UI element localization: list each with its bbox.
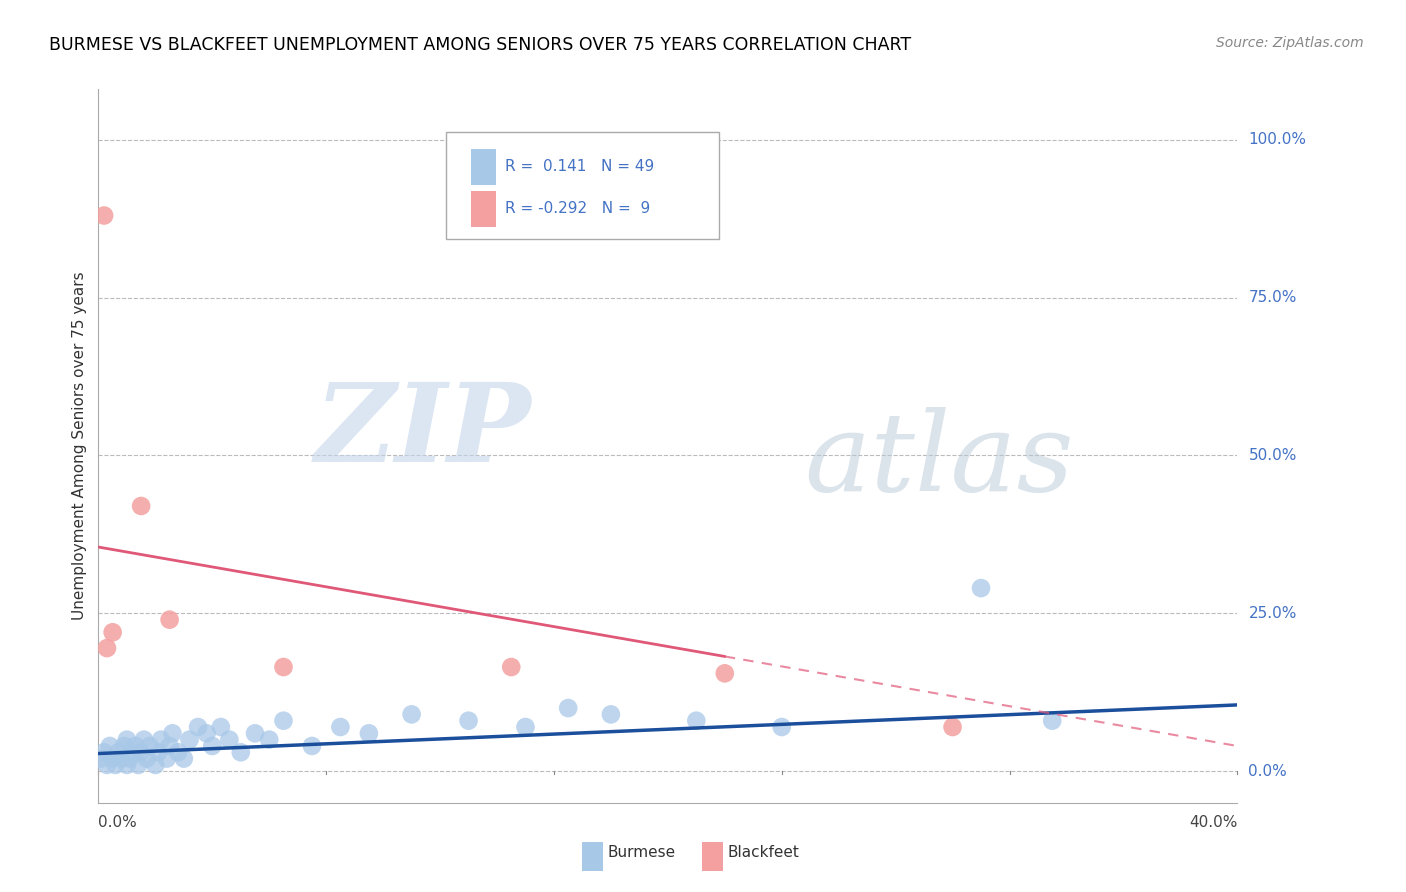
- Point: [187, 720, 209, 734]
- Point: [93, 209, 115, 223]
- FancyBboxPatch shape: [471, 191, 496, 227]
- Point: [93, 745, 115, 759]
- FancyBboxPatch shape: [446, 132, 718, 239]
- Point: [96, 641, 118, 656]
- Text: R =  0.141   N = 49: R = 0.141 N = 49: [505, 160, 654, 175]
- Point: [273, 660, 295, 674]
- FancyBboxPatch shape: [471, 149, 496, 185]
- Point: [209, 720, 232, 734]
- Point: [357, 726, 380, 740]
- Text: Burmese: Burmese: [607, 846, 676, 860]
- Point: [101, 751, 124, 765]
- Point: [135, 751, 157, 765]
- Point: [600, 707, 623, 722]
- Y-axis label: Unemployment Among Seniors over 75 years: Unemployment Among Seniors over 75 years: [72, 272, 87, 620]
- Text: BURMESE VS BLACKFEET UNEMPLOYMENT AMONG SENIORS OVER 75 YEARS CORRELATION CHART: BURMESE VS BLACKFEET UNEMPLOYMENT AMONG …: [49, 36, 911, 54]
- FancyBboxPatch shape: [582, 842, 603, 871]
- Point: [273, 714, 295, 728]
- Point: [101, 625, 124, 640]
- Point: [218, 732, 240, 747]
- Text: R = -0.292   N =  9: R = -0.292 N = 9: [505, 202, 650, 216]
- Point: [259, 732, 281, 747]
- Point: [98, 739, 121, 753]
- Point: [162, 726, 184, 740]
- Point: [401, 707, 423, 722]
- Point: [457, 714, 479, 728]
- Point: [173, 751, 195, 765]
- Point: [115, 758, 138, 772]
- Point: [195, 726, 218, 740]
- FancyBboxPatch shape: [702, 842, 723, 871]
- Point: [942, 720, 965, 734]
- Point: [148, 745, 170, 759]
- Point: [138, 739, 160, 753]
- Point: [243, 726, 266, 740]
- Point: [110, 751, 132, 765]
- Point: [90, 751, 112, 765]
- Text: 50.0%: 50.0%: [1249, 448, 1296, 463]
- Point: [501, 660, 523, 674]
- Text: 100.0%: 100.0%: [1249, 132, 1306, 147]
- Point: [118, 751, 141, 765]
- Point: [150, 732, 173, 747]
- Text: Blackfeet: Blackfeet: [727, 846, 799, 860]
- Point: [127, 758, 149, 772]
- Point: [132, 732, 155, 747]
- Text: 40.0%: 40.0%: [1189, 815, 1237, 830]
- Point: [115, 732, 138, 747]
- Point: [145, 758, 167, 772]
- Text: 0.0%: 0.0%: [98, 815, 138, 830]
- Point: [107, 745, 129, 759]
- Point: [301, 739, 323, 753]
- Point: [179, 732, 201, 747]
- Point: [159, 739, 181, 753]
- Point: [129, 745, 152, 759]
- Point: [121, 745, 143, 759]
- Point: [159, 613, 181, 627]
- Point: [129, 499, 152, 513]
- Point: [1040, 714, 1063, 728]
- Text: 75.0%: 75.0%: [1249, 290, 1296, 305]
- Point: [229, 745, 252, 759]
- Text: ZIP: ZIP: [315, 378, 531, 485]
- Point: [112, 739, 135, 753]
- Point: [970, 581, 993, 595]
- Point: [714, 666, 737, 681]
- Point: [156, 751, 179, 765]
- Text: Source: ZipAtlas.com: Source: ZipAtlas.com: [1216, 36, 1364, 50]
- Point: [329, 720, 352, 734]
- Point: [515, 720, 537, 734]
- Text: 0.0%: 0.0%: [1249, 764, 1286, 779]
- Text: 25.0%: 25.0%: [1249, 606, 1296, 621]
- Point: [685, 714, 707, 728]
- Point: [167, 745, 190, 759]
- Point: [201, 739, 224, 753]
- Point: [770, 720, 793, 734]
- Point: [557, 701, 579, 715]
- Point: [96, 758, 118, 772]
- Point: [124, 739, 146, 753]
- Point: [104, 758, 127, 772]
- Text: atlas: atlas: [804, 407, 1074, 514]
